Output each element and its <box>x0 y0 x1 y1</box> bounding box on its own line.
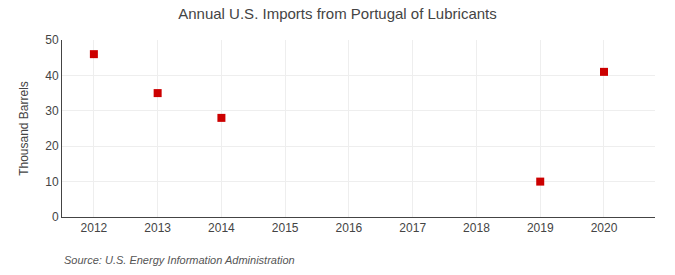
svg-text:10: 10 <box>45 175 59 189</box>
svg-text:20: 20 <box>45 139 59 153</box>
svg-text:30: 30 <box>45 104 59 118</box>
svg-text:2018: 2018 <box>463 221 490 235</box>
svg-text:2013: 2013 <box>144 221 171 235</box>
svg-text:2017: 2017 <box>399 221 426 235</box>
svg-text:2019: 2019 <box>527 221 554 235</box>
svg-text:2014: 2014 <box>208 221 235 235</box>
svg-text:2020: 2020 <box>591 221 618 235</box>
svg-text:Thousand Barrels: Thousand Barrels <box>17 81 31 176</box>
svg-text:0: 0 <box>52 210 59 224</box>
svg-text:2015: 2015 <box>272 221 299 235</box>
svg-text:2016: 2016 <box>336 221 363 235</box>
svg-text:Source: U.S. Energy Informatio: Source: U.S. Energy Information Administ… <box>64 254 295 266</box>
svg-text:Annual U.S. Imports from Portu: Annual U.S. Imports from Portugal of Lub… <box>178 5 496 22</box>
svg-text:40: 40 <box>45 69 59 83</box>
svg-text:2012: 2012 <box>81 221 108 235</box>
svg-text:50: 50 <box>45 33 59 47</box>
